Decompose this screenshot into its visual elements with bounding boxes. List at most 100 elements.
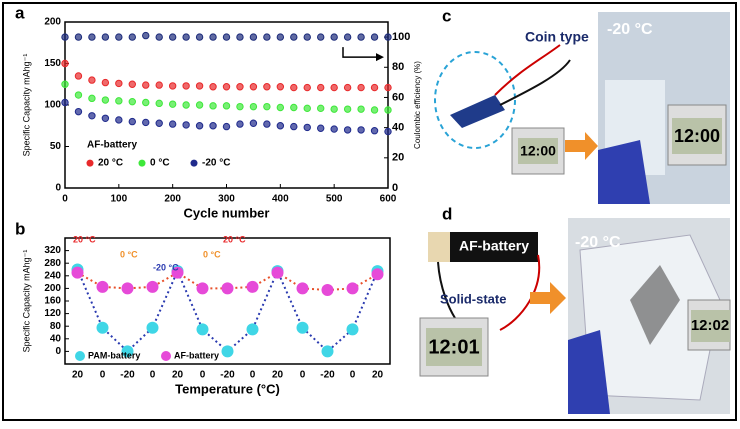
legend-marker: [86, 159, 94, 167]
marker: [303, 33, 311, 41]
marker: [222, 83, 231, 91]
marker: [195, 122, 204, 130]
photo-c: c Coin type 12:00 -20 °C 12:00: [434, 6, 730, 204]
marker: [346, 323, 359, 336]
glove: [598, 140, 650, 204]
marker: [96, 321, 109, 334]
marker: [195, 33, 204, 41]
panel-label: b: [15, 219, 25, 238]
marker: [195, 82, 204, 90]
marker: [263, 102, 271, 111]
marker: [317, 124, 325, 132]
marker: [74, 33, 83, 41]
marker: [128, 80, 136, 88]
lcd-text: 12:00: [520, 143, 556, 159]
marker: [121, 345, 134, 358]
marker: [115, 97, 123, 105]
marker: [290, 122, 298, 131]
y-tick-label: 100: [44, 100, 61, 111]
marker: [88, 94, 96, 103]
marker: [357, 83, 365, 92]
marker: [249, 33, 258, 41]
marker: [276, 83, 285, 91]
battery: [450, 232, 538, 262]
marker: [236, 33, 244, 41]
marker: [236, 102, 244, 111]
marker: [303, 123, 311, 132]
marker: [182, 101, 190, 109]
y2-tick-label: 40: [392, 122, 404, 134]
lcd-screen: [691, 310, 730, 342]
circle: [434, 51, 516, 149]
marker: [296, 282, 309, 295]
marker: [276, 103, 285, 112]
y-axis-title: Specific Capacity mAhg⁻¹: [21, 250, 31, 353]
marker: [88, 112, 96, 120]
marker: [222, 33, 231, 41]
marker: [317, 83, 325, 92]
marker: [101, 33, 110, 41]
photo-text: -20 °C: [607, 21, 653, 38]
legend-label: 0 °C: [150, 158, 170, 169]
annotation: -20 °C: [153, 262, 179, 272]
wire: [437, 261, 456, 319]
annotation-arrowhead: [376, 53, 384, 62]
legend-title: AF-battery: [87, 139, 137, 150]
x-tick-label: 0: [350, 370, 356, 381]
lcd-screen: [672, 118, 722, 154]
marker: [249, 119, 258, 127]
x-tick-label: 20: [272, 370, 284, 381]
marker: [370, 127, 379, 135]
legend-label: PAM-battery: [88, 350, 140, 360]
electrode: [630, 265, 680, 345]
lcd-text: 12:02: [691, 317, 729, 334]
y-tick-label: 40: [50, 333, 62, 344]
x-tick-label: 400: [272, 194, 289, 205]
marker: [271, 266, 284, 279]
y2-axis-title: Coulombic efficiency (%): [413, 61, 422, 149]
x-axis-title: Cycle number: [184, 205, 270, 220]
y-tick-label: 200: [44, 17, 61, 28]
x-tick-label: 0: [200, 370, 206, 381]
legend-marker: [138, 159, 146, 167]
x-tick-label: 100: [110, 194, 127, 205]
marker: [343, 33, 352, 41]
lcd-text: 12:01: [428, 336, 479, 358]
x-axis-title: Temperature (°C): [175, 381, 280, 396]
marker: [296, 321, 309, 334]
marker: [222, 122, 231, 131]
marker: [236, 120, 244, 128]
y-tick-label: 0: [55, 346, 61, 357]
marker: [96, 280, 109, 293]
marker: [330, 83, 338, 92]
y2-tick-label: 60: [392, 91, 404, 103]
legend-label: AF-battery: [174, 350, 219, 360]
marker: [182, 121, 190, 129]
photo-text: -20 °C: [575, 234, 621, 251]
wire: [494, 44, 561, 96]
marker: [101, 96, 110, 104]
marker: [209, 102, 217, 110]
marker: [384, 106, 392, 114]
marker: [343, 105, 352, 113]
marker: [101, 114, 110, 122]
glove: [568, 330, 610, 414]
x-tick-label: 200: [164, 194, 181, 205]
x-tick-label: 300: [218, 194, 235, 205]
y-tick-label: 80: [50, 321, 62, 332]
marker: [88, 33, 96, 41]
marker: [171, 266, 184, 279]
marker: [370, 106, 379, 114]
lcd-text: 12:00: [674, 126, 720, 146]
annotation-arrow: [342, 47, 380, 58]
marker: [168, 33, 177, 41]
lcd-screen: [518, 138, 558, 164]
marker: [263, 33, 271, 41]
y-axis-title: Specific Capacity mAhg⁻¹: [21, 54, 31, 157]
marker: [330, 105, 338, 113]
marker: [142, 81, 150, 89]
marker: [384, 83, 392, 92]
marker: [303, 83, 311, 92]
arrow: [530, 282, 566, 314]
